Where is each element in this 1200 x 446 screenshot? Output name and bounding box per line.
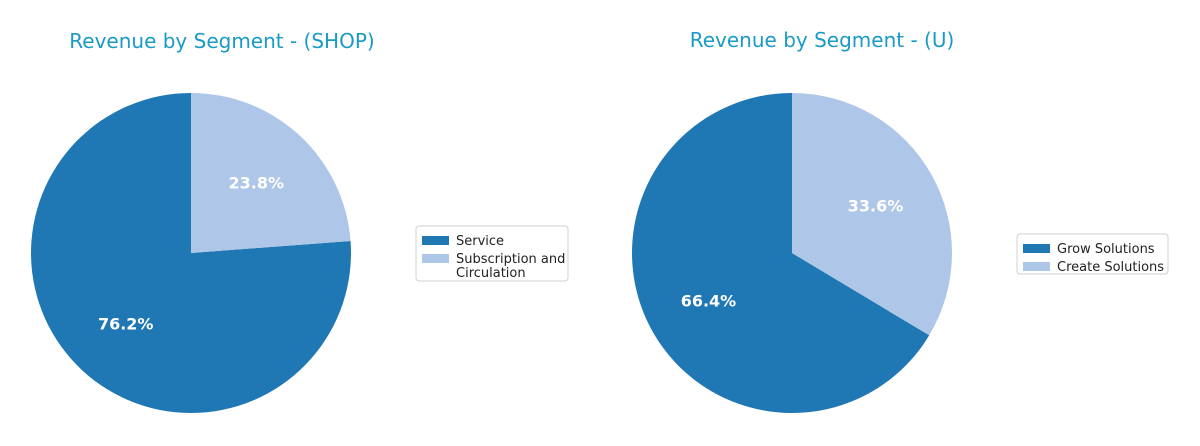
pie-slice-create-solutions [792,92,952,336]
chart-title-u: Revenue by Segment - (U) [690,28,955,52]
legend-u: Grow Solutions Create Solutions [1016,233,1169,275]
pie-labels-shop: 76.2% 23.8% [98,174,284,334]
chart-u: Revenue by Segment - (U) 66.4% 33.6% Grow… [632,28,1169,413]
pie-slice-subscription-and-circulation [191,93,351,253]
legend-swatch-grow-solutions [1023,244,1050,253]
legend-label-create-solutions: Create Solutions [1057,260,1164,275]
legend-swatch-subscription-and-circulation [422,254,449,263]
pie-slice-service [30,93,352,413]
pie-shop [30,93,352,413]
slice-percent-label: 33.6% [848,197,904,216]
pie-u [632,92,952,413]
slice-percent-label: 76.2% [98,314,154,333]
chart-title-shop: Revenue by Segment - (SHOP) [69,29,374,53]
slice-percent-label: 23.8% [229,174,285,193]
pie-slice-grow-solutions [632,93,930,413]
legend-label-grow-solutions: Grow Solutions [1057,242,1155,257]
legend-label-subscription-and-circulation: Subscription and Circulation [456,252,565,281]
legend-frame [1016,233,1169,275]
pie-labels-u: 66.4% 33.6% [681,197,904,311]
legend-frame [415,225,569,282]
legend-swatch-create-solutions [1023,262,1050,271]
legend-shop: Service Subscription and Circulation [415,225,569,282]
legend-label-service: Service [456,234,504,249]
slice-percent-label: 66.4% [681,291,737,310]
chart-shop: Revenue by Segment - (SHOP) 76.2% 23.8% S… [30,29,569,413]
legend-swatch-service [422,236,449,245]
